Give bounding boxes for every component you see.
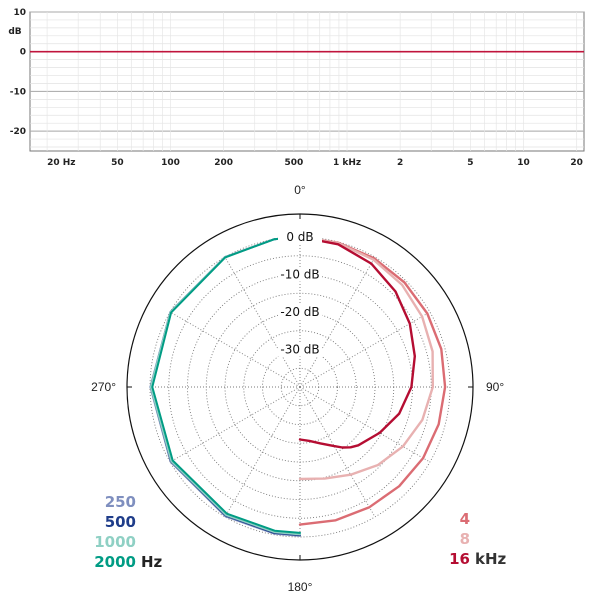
radial-label: -30 dB [280, 343, 319, 357]
x-tick-label: 1 kHz [333, 158, 361, 168]
legend-unit: kHz [475, 550, 507, 568]
x-tick-label: 10 [517, 158, 530, 168]
legend-item-8: 8 [460, 530, 470, 548]
polar-spoke [299, 256, 376, 388]
radial-label-bg [278, 267, 322, 282]
polar-radial-labels: 0 dB -10 dB -20 dB -30 dB [278, 230, 322, 357]
x-tick-label: 500 [284, 158, 303, 168]
polar-ring [262, 349, 338, 425]
radial-label: -10 dB [280, 268, 319, 282]
frequency-y-ticks: 10 0 -10 -20 [10, 8, 26, 137]
legend-right: 4 8 16 kHz [449, 510, 506, 568]
polar-ring [168, 255, 432, 519]
x-tick-label: 200 [214, 158, 233, 168]
x-tick-label: 20 Hz [47, 158, 75, 168]
polar-spoke [169, 386, 301, 463]
polar-series [149, 235, 447, 537]
legend-item-500: 500 [105, 513, 136, 531]
angle-label: 90° [486, 380, 504, 394]
polar-spoke [224, 256, 301, 388]
x-tick-label: 5 [467, 158, 473, 168]
radial-label-bg [278, 230, 322, 244]
frequency-x-ticks: 20 Hz 50 100 200 500 1 kHz 2 5 10 20 [47, 158, 583, 168]
legend-item-4: 4 [460, 510, 470, 528]
radial-label: 0 dB [286, 230, 313, 244]
polar-series-1000 [149, 236, 301, 536]
polar-series-2000 [151, 236, 301, 534]
legend-item-1000: 1000 [94, 533, 136, 551]
x-tick-label: 50 [111, 158, 124, 168]
x-tick-label: 2 [397, 158, 403, 168]
angle-label: 0° [294, 183, 306, 197]
angle-label: 180° [288, 580, 313, 594]
polar-spoke [299, 386, 431, 463]
legend-item-250: 250 [105, 493, 136, 511]
polar-series-16 [298, 235, 416, 449]
polar-spoke [299, 311, 431, 388]
legend-left: 250 500 1000 2000 Hz [94, 493, 162, 571]
polar-spoke [169, 311, 301, 388]
polar-series-500 [149, 236, 301, 537]
polar-series-8 [298, 235, 434, 481]
polar-spoke [224, 386, 301, 518]
polar-grid [126, 213, 474, 561]
y-tick-label: 0 [20, 48, 26, 58]
polar-series-250 [149, 236, 301, 537]
legend-item-2000: 2000 [94, 553, 136, 571]
y-tick-label: 10 [13, 8, 26, 18]
radial-label: -20 dB [280, 305, 319, 319]
frequency-response-chart: 100-10-20 20 Hz 50 100 200 500 1 kHz 2 5 10 20 dB [8, 8, 585, 168]
polar-series-4 [298, 235, 447, 526]
y-tick-label: -20 [10, 127, 26, 137]
radial-label-bg [278, 305, 322, 319]
frequency-y-axis-label: dB [8, 27, 21, 37]
frequency-plot-frame [29, 11, 585, 152]
angle-label: 270° [91, 380, 116, 394]
x-tick-label: 20 [570, 158, 583, 168]
radial-label-bg [278, 342, 322, 357]
polar-ring [243, 330, 357, 444]
polar-angle-labels: 0° 90° 180° 270° [91, 183, 504, 594]
polar-pattern-chart: 0 dB -10 dB -20 dB -30 dB 0° 90° 180° 270° 250… [91, 183, 506, 594]
legend-item-16: 16 [449, 550, 470, 568]
x-tick-label: 100 [161, 158, 180, 168]
polar-spoke [299, 386, 376, 518]
y-tick-label: -10 [10, 87, 26, 97]
legend-unit: Hz [141, 553, 163, 571]
